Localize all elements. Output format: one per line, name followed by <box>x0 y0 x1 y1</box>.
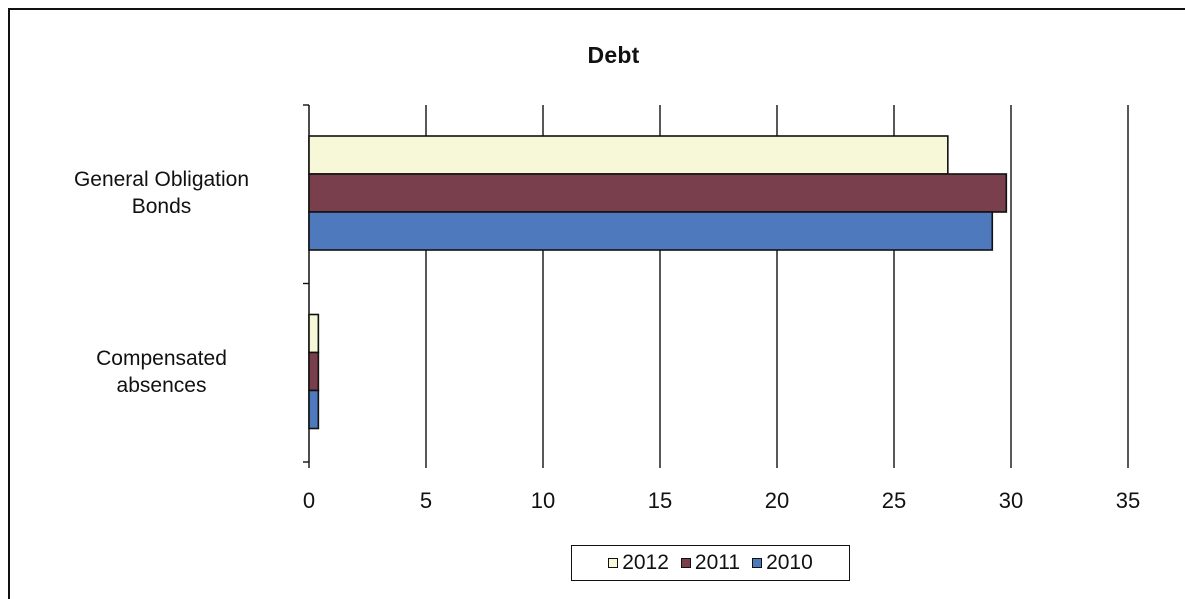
category-label-compensated-absences: Compensated absences <box>96 346 227 397</box>
chart-legend: 2012 2011 2010 <box>571 545 850 581</box>
bar-2012-1 <box>308 313 320 354</box>
tick-label-x-25: 25 <box>882 488 906 513</box>
tick-label-x-0: 0 <box>303 488 315 513</box>
tick-label-x-35: 35 <box>1116 488 1140 513</box>
legend-label-2012: 2012 <box>622 551 669 574</box>
category-label-general-obligation-bonds: General Obligation Bonds <box>73 168 250 218</box>
legend-swatch-2012 <box>608 558 619 568</box>
bar-2011-1 <box>308 351 320 392</box>
legend-item-2012: 2012 <box>608 551 669 575</box>
tick-label-x-15: 15 <box>648 488 672 513</box>
legend-item-2010: 2010 <box>752 551 813 575</box>
tick-label-x-20: 20 <box>765 488 789 513</box>
chart-title: Debt <box>587 42 640 68</box>
legend-label-2010: 2010 <box>766 551 813 574</box>
tick-label-x-10: 10 <box>531 488 555 513</box>
tick-label-x-5: 5 <box>420 488 432 513</box>
bar-2010-0 <box>308 211 994 251</box>
legend-swatch-2011 <box>680 558 691 568</box>
bar-2011-0 <box>308 173 1008 213</box>
bar-2012-0 <box>308 135 949 175</box>
legend-label-2011: 2011 <box>694 551 741 574</box>
tick-label-x-30: 30 <box>999 488 1023 513</box>
legend-item-2011: 2011 <box>680 551 741 575</box>
legend-swatch-2010 <box>752 558 763 568</box>
bar-2010-1 <box>308 389 320 430</box>
